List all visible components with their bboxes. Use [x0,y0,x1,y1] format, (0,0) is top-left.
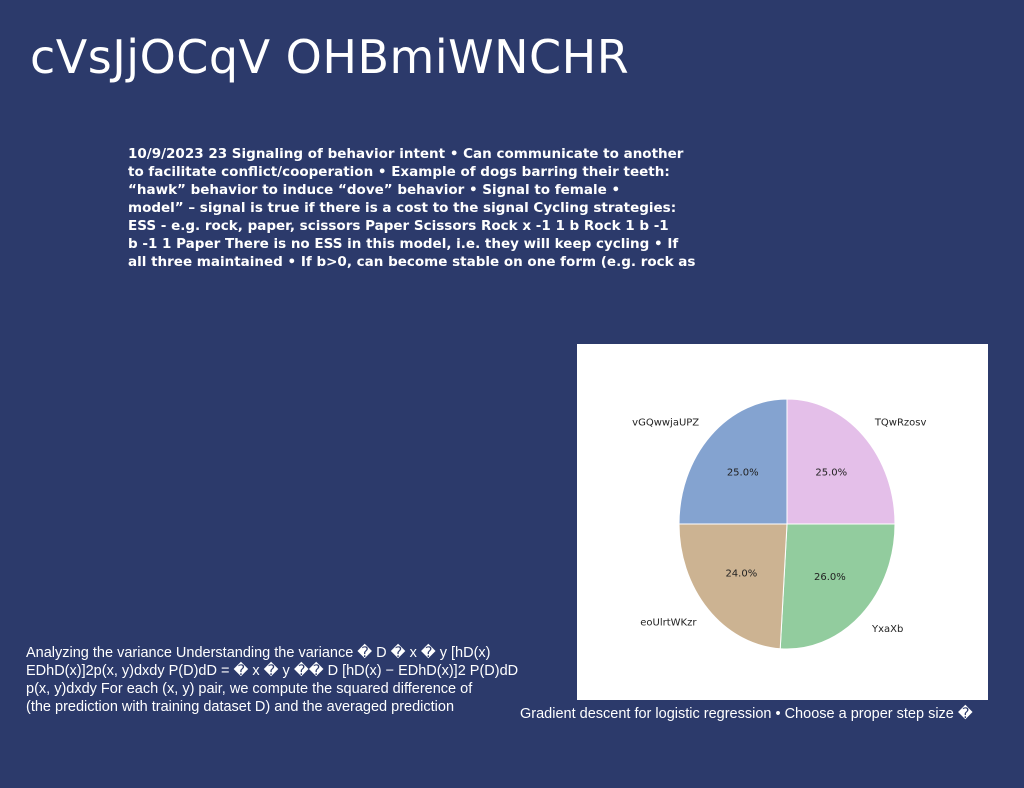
slide-title: cVsJjOCqV OHBmiWNCHR [30,30,630,84]
body-line: all three maintained • If b>0, can becom… [128,254,696,270]
variance-line: (the prediction with training dataset D)… [26,699,455,715]
variance-line: p(x, y)dxdy For each (x, y) pair, we com… [26,681,473,697]
slide-body-text: 10/9/2023 23 Signaling of behavior inten… [128,145,728,271]
body-line: b -1 1 Paper There is no ESS in this mod… [128,236,679,252]
pie-slice [678,398,788,525]
variance-line: Analyzing the variance Understanding the… [26,645,491,661]
pie-slice-percent: 25.0% [815,468,847,479]
body-line: ESS - e.g. rock, paper, scissors Paper S… [128,218,669,234]
pie-slice-label: vGQwwjaUPZ [632,417,699,428]
pie-slice [779,523,896,650]
variance-text: Analyzing the variance Understanding the… [26,644,526,716]
body-line: “hawk” behavior to induce “dove” behavio… [128,182,621,198]
pie-chart: 25.0% TQwRzosv 26.0% YxaXb 24.0% eoUlrtWKzr 25… [632,398,927,650]
pie-slice-percent: 24.0% [725,569,757,580]
pie-slice-percent: 26.0% [814,572,846,583]
pie-slice-label: eoUlrtWKzr [640,617,697,628]
body-line: to facilitate conflict/cooperation • Exa… [128,164,670,180]
pie-slice [786,398,896,525]
variance-line: EDhD(x)]2p(x, y)dxdy P(D)dD = � x � y ��… [26,663,519,679]
pie-slice [678,523,788,650]
body-line: 10/9/2023 23 Signaling of behavior inten… [128,146,684,162]
pie-slice-label: TQwRzosv [874,417,927,428]
pie-chart-panel: 25.0% TQwRzosv 26.0% YxaXb 24.0% eoUlrtWKzr 25… [577,344,988,700]
pie-slice-percent: 25.0% [727,468,759,479]
pie-slice-label: YxaXb [871,624,903,635]
body-line: model” – signal is true if there is a co… [128,200,677,216]
figure-caption: Gradient descent for logistic regression… [520,706,973,722]
